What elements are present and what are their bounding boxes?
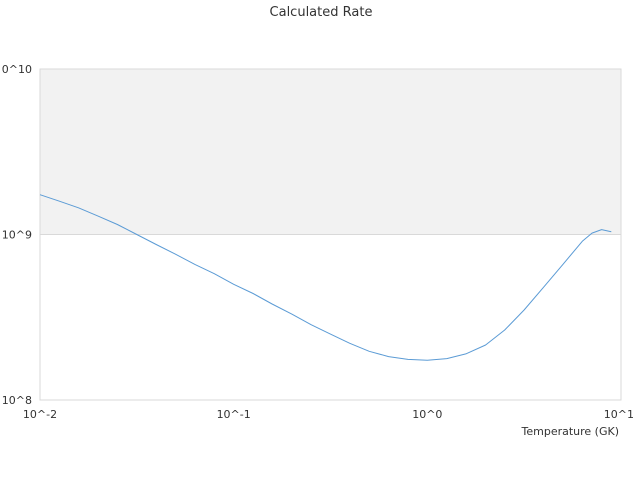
x-tick-label: 10^1 xyxy=(604,408,634,421)
series-line xyxy=(39,194,612,361)
y-tick-label: 0^10 xyxy=(2,63,32,76)
chart-title: Calculated Rate xyxy=(270,5,373,20)
x-tick-label: 10^-2 xyxy=(23,408,57,421)
y-tick-label: 10^8 xyxy=(2,394,32,407)
shaded-band xyxy=(40,69,621,235)
x-axis-title: Temperature (GK) xyxy=(521,425,620,438)
y-tick-label: 10^9 xyxy=(2,229,32,242)
x-tick-label: 10^-1 xyxy=(217,408,251,421)
x-tick-label: 10^0 xyxy=(412,408,442,421)
